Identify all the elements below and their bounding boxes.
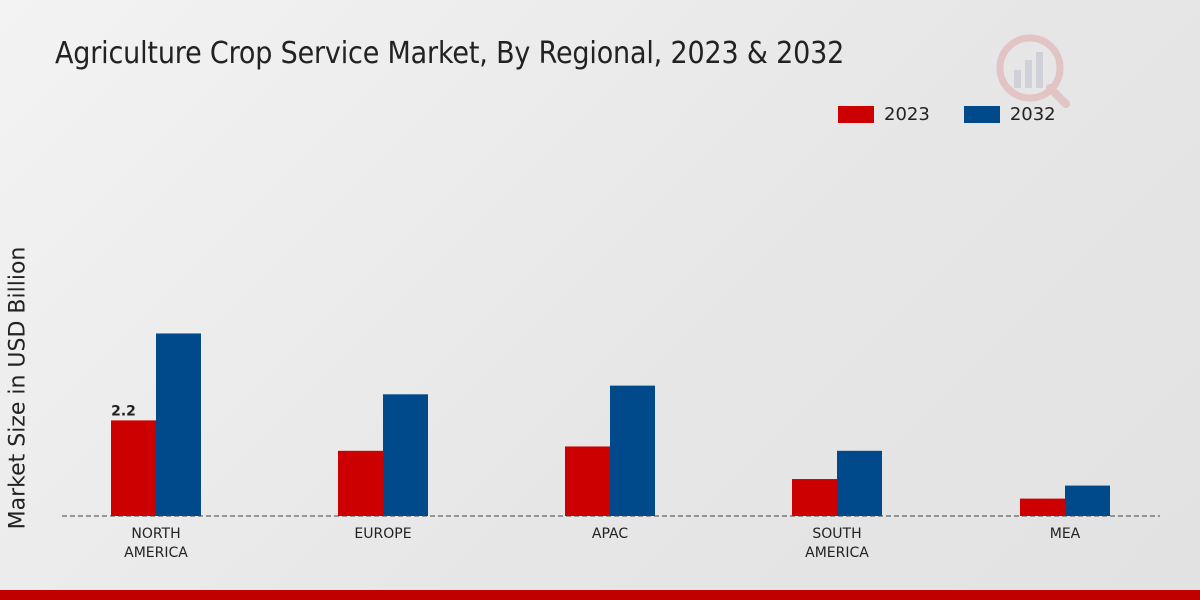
x-tick-label-north-america: NORTH AMERICA [124, 526, 188, 561]
bar-europe-2032[interactable] [383, 394, 428, 516]
bar-south-america-2032[interactable] [837, 450, 882, 516]
bar-europe-2023[interactable] [338, 450, 383, 516]
legend: 2023 2032 [838, 104, 1090, 125]
legend-item-2032[interactable]: 2032 [963, 104, 1056, 125]
legend-label-2032: 2032 [1009, 104, 1056, 125]
legend-label-2023: 2023 [884, 104, 930, 125]
x-tick-label-south-america: SOUTH AMERICA [805, 526, 869, 561]
legend-item-2023[interactable]: 2023 [838, 104, 930, 125]
legend-swatch-2032 [963, 106, 1000, 123]
data-label-north-america-2023: 2.2 [111, 403, 136, 419]
watermark-logo-icon [996, 34, 1070, 108]
bottom-accent-bar [0, 590, 1200, 600]
bar-north-america-2032[interactable] [156, 333, 201, 516]
legend-swatch-2023 [838, 106, 874, 123]
bar-apac-2023[interactable] [565, 446, 610, 516]
chart-title: Agriculture Crop Service Market, By Regi… [55, 36, 845, 71]
bar-north-america-2023[interactable] [111, 420, 156, 516]
bar-mea-2023[interactable] [1020, 498, 1065, 516]
x-tick-label-mea: MEA [1050, 526, 1081, 542]
x-tick-label-apac: APAC [592, 526, 628, 542]
bar-mea-2032[interactable] [1065, 485, 1110, 516]
x-tick-label-europe: EUROPE [354, 526, 411, 542]
bar-south-america-2023[interactable] [792, 479, 837, 516]
bar-apac-2032[interactable] [610, 385, 655, 516]
